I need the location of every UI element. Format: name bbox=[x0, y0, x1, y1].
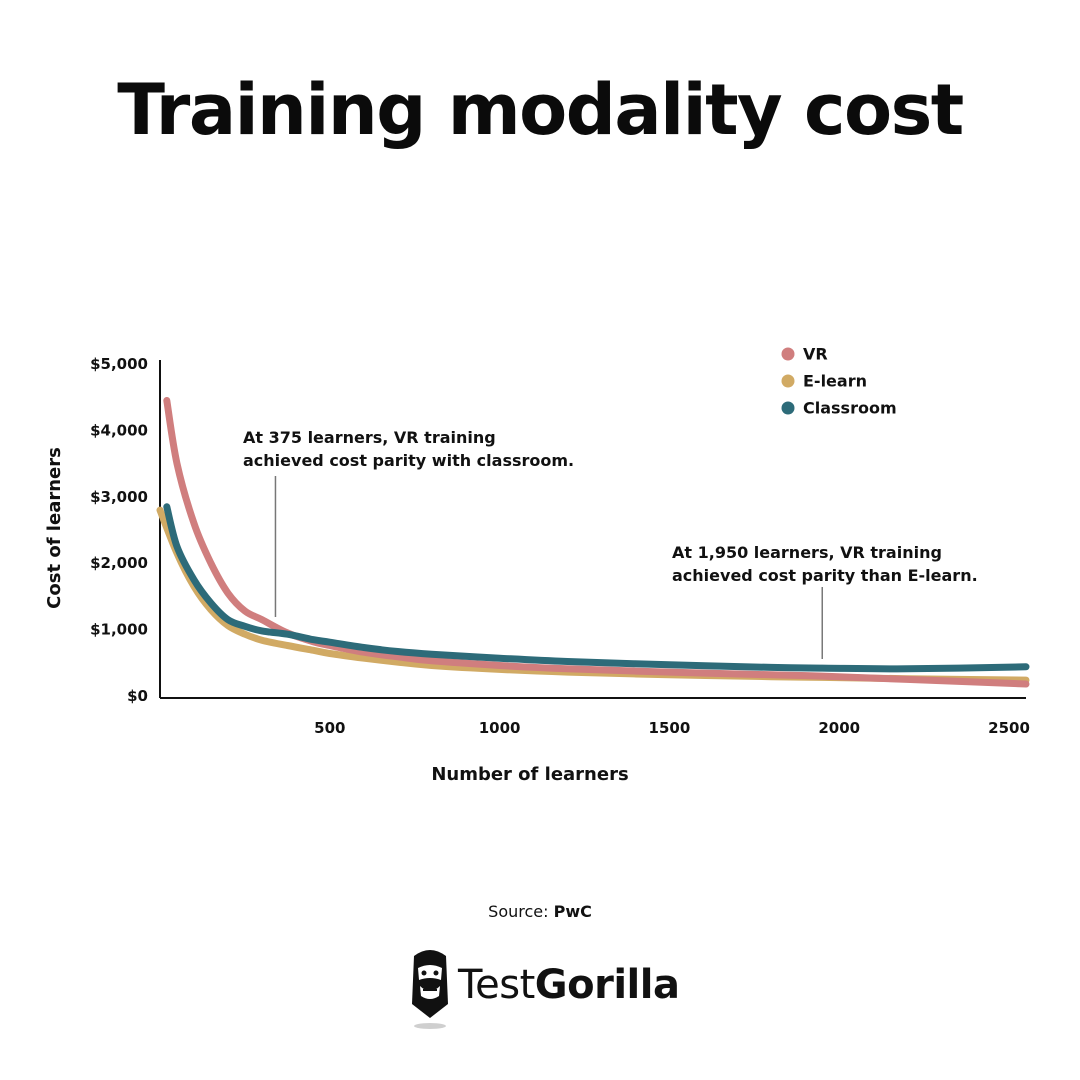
legend-label: VR bbox=[803, 345, 828, 364]
series-lines bbox=[156, 397, 1030, 688]
annotation-text: achieved cost parity with classroom. bbox=[243, 451, 574, 470]
page-title: Training modality cost bbox=[117, 69, 964, 151]
series-line-classroom bbox=[163, 503, 1030, 673]
brand-logo: TestGorilla bbox=[408, 946, 680, 1032]
y-tick-label: $5,000 bbox=[90, 355, 148, 373]
legend-swatch bbox=[781, 374, 795, 388]
gorilla-logo-icon bbox=[412, 950, 448, 1029]
annotation-lines bbox=[274, 476, 823, 659]
x-tick-labels: 500 1000 1500 2000 2500 bbox=[314, 719, 1030, 737]
annotation-text: At 1,950 learners, VR training bbox=[672, 543, 942, 562]
x-tick-label: 500 bbox=[314, 719, 345, 737]
y-tick-label: $3,000 bbox=[90, 488, 148, 506]
annotation-texts: At 375 learners, VR training achieved cos… bbox=[243, 428, 978, 585]
x-tick-label: 2000 bbox=[818, 719, 860, 737]
chart-axes bbox=[159, 360, 1026, 699]
legend-swatch bbox=[781, 347, 795, 361]
annotation-text: achieved cost parity than E-learn. bbox=[672, 566, 978, 585]
x-tick-label: 1500 bbox=[649, 719, 691, 737]
brand-name-light: Test bbox=[458, 962, 535, 1008]
y-tick-label: $1,000 bbox=[90, 621, 148, 639]
y-tick-labels: $0 $1,000 $2,000 $3,000 $4,000 $5,000 bbox=[90, 355, 148, 705]
legend-label: Classroom bbox=[803, 399, 897, 418]
legend-label: E-learn bbox=[803, 372, 867, 391]
chart-legend: VR E-learn Classroom bbox=[781, 345, 897, 418]
y-tick-label: $0 bbox=[127, 687, 148, 705]
y-tick-label: $4,000 bbox=[90, 421, 148, 439]
y-tick-label: $2,000 bbox=[90, 554, 148, 572]
series-line-vr bbox=[163, 397, 1030, 688]
source-label: Source: bbox=[488, 902, 549, 921]
y-axis-title: Cost of learners bbox=[44, 447, 65, 609]
x-tick-label: 1000 bbox=[479, 719, 521, 737]
x-axis-title: Number of learners bbox=[431, 764, 628, 785]
brand-name-bold: Gorilla bbox=[534, 962, 680, 1008]
series-line-e-learn bbox=[156, 506, 1030, 684]
brand-wordmark: TestGorilla bbox=[458, 962, 680, 1008]
legend-swatch bbox=[781, 401, 795, 415]
source-name: PwC bbox=[553, 902, 592, 921]
source-line: Source: PwC bbox=[0, 902, 1080, 921]
x-tick-label: 2500 bbox=[988, 719, 1030, 737]
annotation-text: At 375 learners, VR training bbox=[243, 428, 496, 447]
